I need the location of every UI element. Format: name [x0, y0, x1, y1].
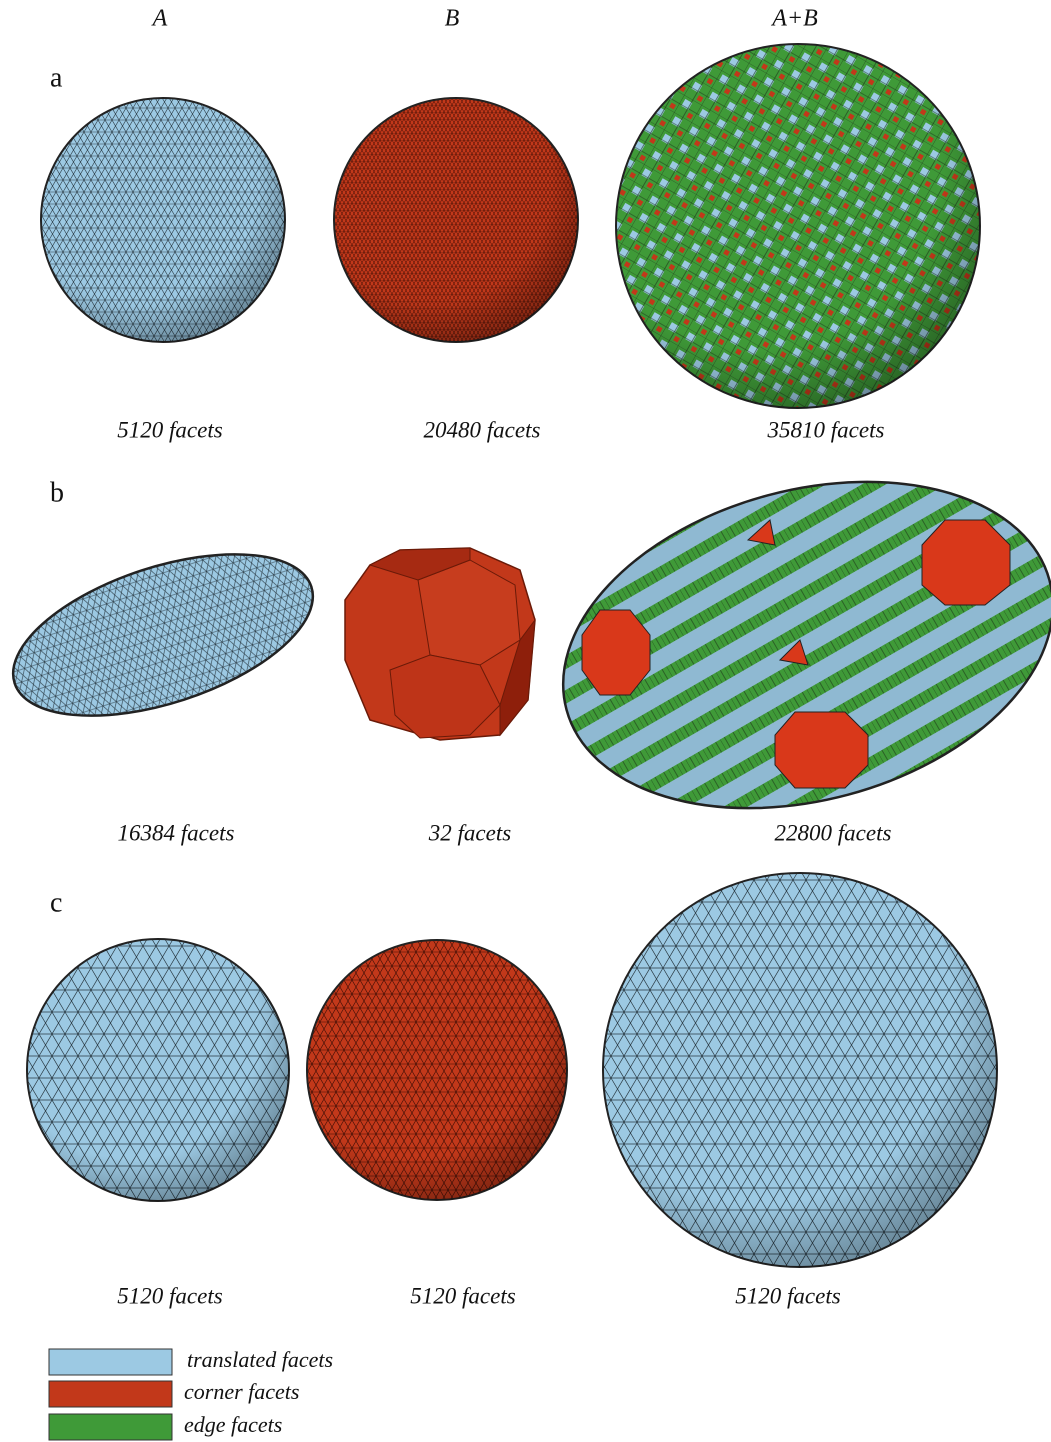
- mesh-ellipsoid: [11, 553, 315, 717]
- caption: 16384 facets: [118, 820, 235, 845]
- polyhedron: [344, 547, 536, 741]
- legend-swatch: [48, 1413, 173, 1441]
- caption: 5120 facets: [410, 1283, 515, 1308]
- caption: 20480 facets: [424, 417, 541, 442]
- shading: [27, 939, 289, 1201]
- caption: 22800 facets: [775, 820, 892, 845]
- legend-label: translated facets: [187, 1347, 333, 1372]
- shading: [334, 98, 578, 342]
- caption: 5120 facets: [117, 417, 222, 442]
- shading: [616, 44, 980, 408]
- shading: [603, 873, 997, 1267]
- shading: [307, 940, 567, 1200]
- column-header: B: [445, 6, 460, 32]
- caption: 35810 facets: [767, 417, 885, 442]
- row-label: b: [50, 477, 64, 508]
- column-header: A: [151, 6, 168, 32]
- mesh-sum: [561, 480, 1051, 810]
- column-header: A+B: [770, 6, 818, 32]
- caption: 32 facets: [428, 820, 511, 845]
- row-label: a: [50, 62, 63, 93]
- legend-label: edge facets: [184, 1412, 282, 1437]
- row-label: c: [50, 887, 62, 918]
- legend-swatch: [48, 1348, 173, 1376]
- legend-swatch: [48, 1380, 173, 1408]
- shading: [41, 98, 285, 342]
- legend-label: corner facets: [184, 1379, 299, 1404]
- caption: 5120 facets: [117, 1283, 222, 1308]
- caption: 5120 facets: [735, 1283, 840, 1308]
